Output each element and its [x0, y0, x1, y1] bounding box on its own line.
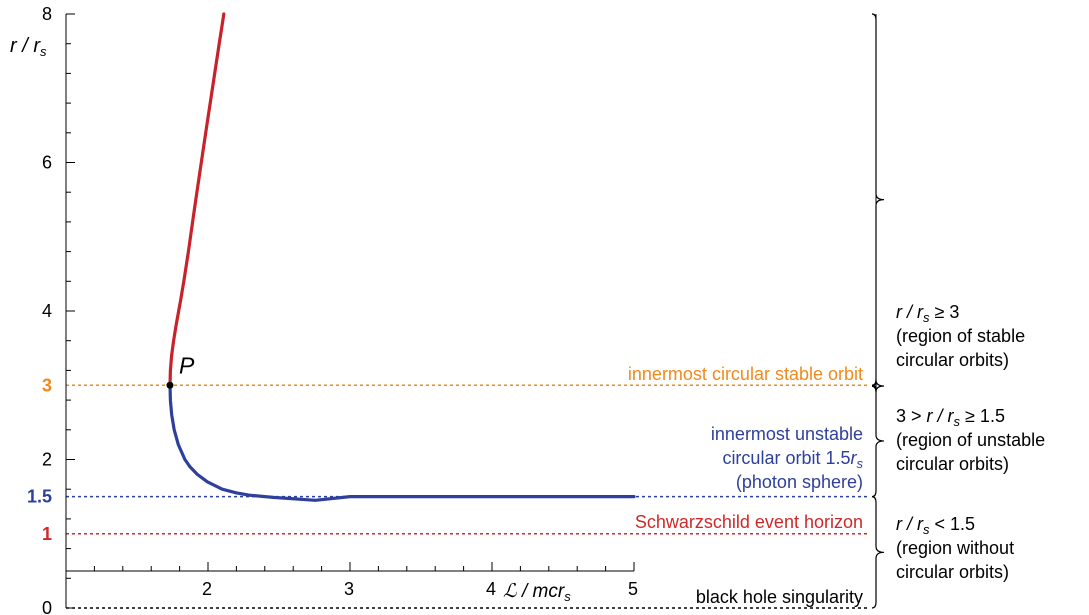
x-axis-label: ℒ / mcrs​: [503, 581, 571, 604]
region-text-line: circular orbits): [896, 562, 1009, 582]
x-tick-label-5: 5: [628, 579, 638, 599]
event-horizon-label: Schwarzschild event horizon: [635, 512, 863, 532]
region-text-line: (region of stable: [896, 326, 1025, 346]
brace-unstable: [871, 384, 885, 498]
series-stable-line: [168, 12, 226, 387]
singularity-label: black hole singularity: [696, 587, 863, 607]
series-unstable-line: [168, 383, 636, 502]
y-axis-label: r / rs​: [10, 35, 47, 59]
region-text-line: 3 > r / rs​ ≥ 1.5: [896, 406, 1005, 429]
unstable-orbit-label-line: (photon sphere): [736, 472, 863, 492]
region-text-line: (region of unstable: [896, 430, 1045, 450]
series: [166, 12, 636, 502]
unstable-orbit-label-line: circular orbit 1.5rs​: [722, 448, 863, 471]
y-tick-label-2: 2: [42, 450, 52, 470]
region-text-line: circular orbits): [896, 454, 1009, 474]
region-text-line: r / rs​ ≥ 3: [896, 302, 959, 325]
y-special-tick-label: 1.5: [27, 487, 52, 507]
brace-without: [871, 496, 885, 609]
region-text-line: r / rs​ < 1.5: [896, 514, 975, 537]
x-tick-label-4: 4: [486, 579, 496, 599]
y-special-tick-label: 1: [42, 524, 52, 544]
guide-lines: [66, 384, 868, 609]
y-special-tick-label: 0: [42, 598, 52, 615]
brace-stable: [871, 13, 885, 386]
point-p: [166, 381, 174, 389]
region-text-line: circular orbits): [896, 350, 1009, 370]
y-tick-label-4: 4: [42, 301, 52, 321]
y-tick-label-6: 6: [42, 153, 52, 173]
x-tick-label-2: 2: [202, 579, 212, 599]
y-tick-label-8: 8: [42, 4, 52, 24]
y-special-tick-label: 3: [42, 375, 52, 395]
point-p-label: P: [179, 352, 195, 378]
stable-orbit-label: innermost circular stable orbit: [628, 364, 863, 384]
region-text-line: (region without: [896, 538, 1014, 558]
ticks: 2 4 6 8 3 1.5 1 0 2 3 4 5: [27, 4, 638, 615]
unstable-orbit-label-line: innermost unstable: [711, 424, 863, 444]
x-tick-label-3: 3: [344, 579, 354, 599]
